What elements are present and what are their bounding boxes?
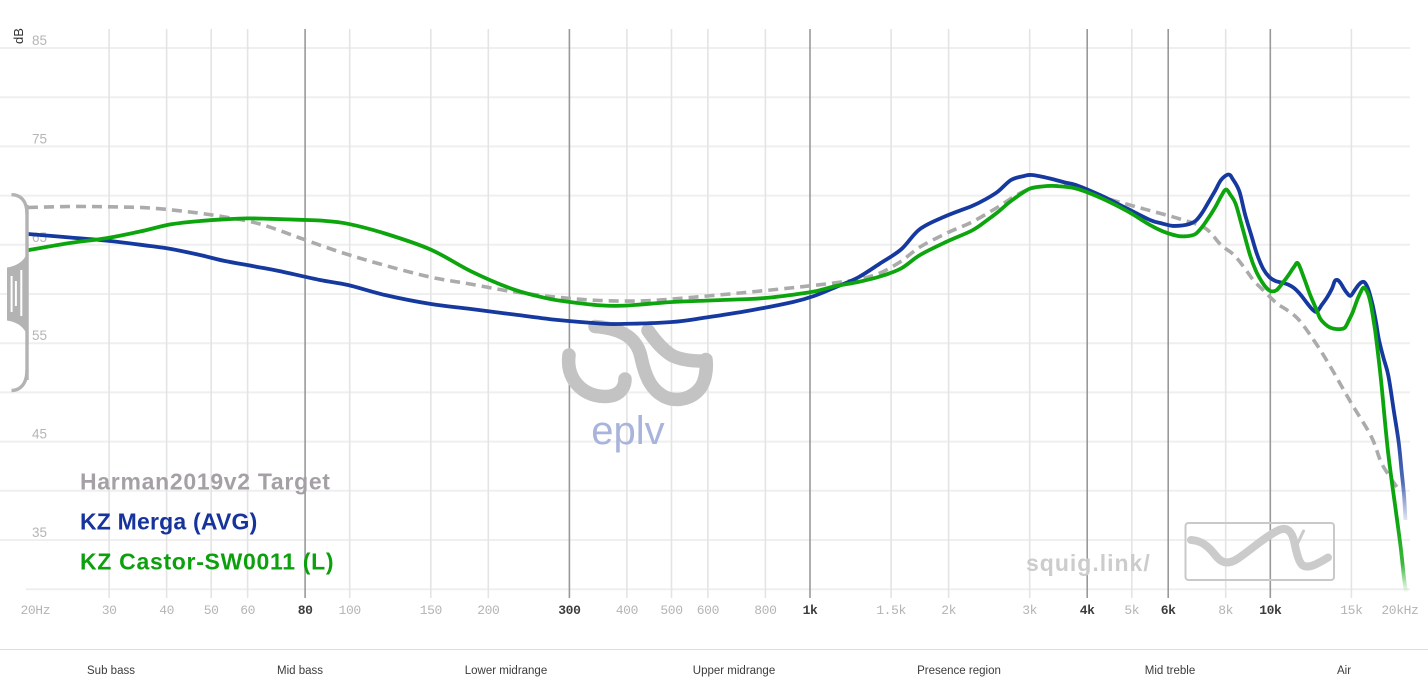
svg-text:10k: 10k	[1259, 603, 1282, 618]
svg-text:80: 80	[298, 603, 313, 618]
svg-text:1k: 1k	[803, 603, 818, 618]
svg-text:squig.link/: squig.link/	[1026, 550, 1151, 576]
svg-text:55: 55	[32, 328, 47, 343]
svg-text:600: 600	[697, 603, 719, 618]
svg-text:8k: 8k	[1218, 603, 1233, 618]
svg-text:1.5k: 1.5k	[876, 603, 906, 618]
svg-text:100: 100	[339, 603, 361, 618]
svg-text:KZ Merga (AVG): KZ Merga (AVG)	[80, 509, 257, 535]
svg-text:800: 800	[754, 603, 776, 618]
svg-text:200: 200	[477, 603, 499, 618]
svg-text:500: 500	[660, 603, 682, 618]
svg-text:60: 60	[240, 603, 255, 618]
svg-text:40: 40	[159, 603, 174, 618]
svg-text:eplv: eplv	[591, 409, 664, 453]
svg-text:20Hz: 20Hz	[20, 603, 50, 618]
svg-text:4k: 4k	[1080, 603, 1095, 618]
svg-text:6k: 6k	[1161, 603, 1176, 618]
svg-text:5k: 5k	[1124, 603, 1139, 618]
svg-text:2k: 2k	[941, 603, 956, 618]
svg-text:150: 150	[420, 603, 442, 618]
svg-text:65: 65	[32, 230, 47, 245]
svg-text:dB: dB	[11, 28, 26, 44]
svg-text:50: 50	[204, 603, 219, 618]
svg-text:Sub bass: Sub bass	[87, 665, 135, 677]
svg-text:Lower midrange: Lower midrange	[465, 665, 547, 677]
svg-text:3k: 3k	[1022, 603, 1037, 618]
svg-text:45: 45	[32, 427, 47, 442]
svg-text:85: 85	[32, 33, 47, 48]
svg-text:75: 75	[32, 131, 47, 146]
svg-text:300: 300	[558, 603, 581, 618]
svg-text:30: 30	[102, 603, 117, 618]
svg-text:Air: Air	[1337, 665, 1351, 677]
svg-text:20kHz: 20kHz	[1381, 603, 1418, 618]
svg-text:KZ Castor-SW0011 (L): KZ Castor-SW0011 (L)	[80, 549, 334, 575]
svg-text:Upper midrange: Upper midrange	[693, 665, 775, 677]
svg-text:400: 400	[616, 603, 638, 618]
svg-text:Mid treble: Mid treble	[1145, 665, 1196, 677]
svg-text:35: 35	[32, 525, 47, 540]
svg-text:15k: 15k	[1340, 603, 1363, 618]
svg-text:Mid bass: Mid bass	[277, 665, 323, 677]
svg-text:Presence region: Presence region	[917, 665, 1001, 677]
svg-text:Harman2019v2 Target: Harman2019v2 Target	[80, 469, 331, 495]
